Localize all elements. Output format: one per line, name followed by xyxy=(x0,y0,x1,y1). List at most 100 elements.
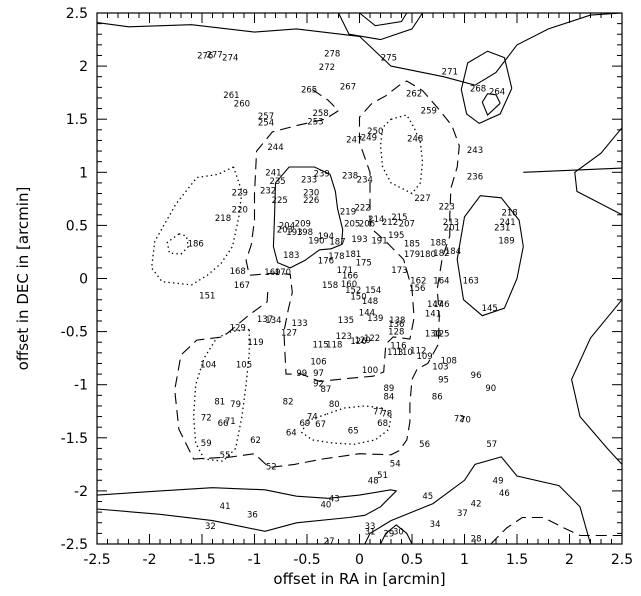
point-label: 180 xyxy=(420,250,436,260)
point-label: 193 xyxy=(286,228,302,238)
point-label: 99 xyxy=(296,369,307,379)
y-tick-label: 0.5 xyxy=(66,218,88,234)
point-label: 276 xyxy=(197,52,213,62)
point-label: 138 xyxy=(389,316,405,326)
x-tick-label: 0 xyxy=(355,552,364,568)
y-axis-title: offset in DEC in [arcmin] xyxy=(14,187,32,371)
point-label: 238 xyxy=(342,172,358,182)
x-tick-label: -1.5 xyxy=(188,552,215,568)
point-label: 225 xyxy=(272,196,288,206)
point-label: 257 xyxy=(258,112,274,122)
point-label: 185 xyxy=(404,240,420,250)
contour-solid-3 xyxy=(523,60,623,173)
point-label: 77 xyxy=(373,407,384,417)
contour-solid-5 xyxy=(481,93,501,116)
point-label: 37 xyxy=(457,509,468,519)
point-label: 27 xyxy=(324,537,335,547)
point-label: 106 xyxy=(310,357,326,367)
point-label: 55 xyxy=(220,451,231,461)
point-label: 28 xyxy=(471,535,482,545)
point-label: 126 xyxy=(350,337,366,347)
point-label: 116 xyxy=(390,341,406,351)
point-label: 90 xyxy=(485,384,496,394)
y-tick-label: -0.5 xyxy=(61,325,88,341)
point-label: 42 xyxy=(471,500,482,510)
point-label: 274 xyxy=(222,54,238,64)
point-label: 84 xyxy=(383,392,394,402)
point-label: 82 xyxy=(283,398,294,408)
point-label: 67 xyxy=(315,420,326,430)
y-tick-label: 1 xyxy=(79,165,88,181)
point-label: 51 xyxy=(377,471,388,481)
point-label: 191 xyxy=(371,236,387,246)
point-label: 109 xyxy=(416,352,432,362)
point-label: 133 xyxy=(291,319,307,329)
point-label: 268 xyxy=(470,84,486,94)
point-label: 118 xyxy=(326,340,342,350)
point-label: 137 xyxy=(257,315,273,325)
point-label: 167 xyxy=(234,281,250,291)
point-label: 265 xyxy=(301,86,317,96)
point-label: 215 xyxy=(391,213,407,223)
point-label: 71 xyxy=(225,417,236,427)
point-label: 128 xyxy=(388,328,404,338)
point-label: 66 xyxy=(218,419,229,429)
point-label: 218 xyxy=(215,214,231,224)
point-label: 220 xyxy=(232,206,248,216)
point-label: 115 xyxy=(312,340,328,350)
point-label: 148 xyxy=(362,297,378,307)
x-tick-label: 1.5 xyxy=(506,552,528,568)
point-label: 54 xyxy=(390,459,401,469)
contour-dotted-15 xyxy=(150,166,243,286)
x-tick-label: 2 xyxy=(565,552,574,568)
point-label: 241 xyxy=(265,168,281,178)
point-label: 232 xyxy=(260,186,276,196)
point-label: 87 xyxy=(320,385,331,395)
point-label: 163 xyxy=(463,277,479,287)
point-label: 32 xyxy=(205,522,216,532)
axis-tick-labels: -2.5 -2 -1.5 -1 -0.5 0 0.5 1 1.5 2 2.5 -2.5 -2 -1.5 -1… xyxy=(61,6,633,568)
point-label: 156 xyxy=(409,284,425,294)
point-label: 227 xyxy=(414,194,430,204)
point-label: 244 xyxy=(267,143,283,153)
point-label: 223 xyxy=(439,202,455,212)
point-label: 162 xyxy=(410,277,426,287)
point-label: 52 xyxy=(266,463,277,473)
point-label: 209 xyxy=(295,219,311,229)
point-label: 235 xyxy=(269,177,285,187)
point-label: 74 xyxy=(307,413,318,423)
point-label: 79 xyxy=(230,400,241,410)
point-label: 190 xyxy=(308,236,324,246)
contour-solid-7 xyxy=(456,195,524,317)
point-label: 30 xyxy=(393,527,404,537)
point-label: 193 xyxy=(351,235,367,245)
point-label: 105 xyxy=(236,361,252,371)
point-label: 178 xyxy=(328,252,344,262)
point-label: 43 xyxy=(329,494,340,504)
point-label: 108 xyxy=(441,356,457,366)
point-label: 164 xyxy=(433,277,449,287)
point-label: 205 xyxy=(344,219,360,229)
contour-layer xyxy=(96,12,623,545)
point-label: 166 xyxy=(342,271,358,281)
point-label: 181 xyxy=(345,250,361,260)
point-label: 112 xyxy=(410,347,426,357)
point-label: 213 xyxy=(443,218,459,228)
point-label: 241 xyxy=(499,218,515,228)
point-label: 272 xyxy=(319,63,335,73)
point-label: 139 xyxy=(367,314,383,324)
point-label: 86 xyxy=(432,392,443,402)
point-label: 150 xyxy=(350,293,366,303)
y-tick-label: 1.5 xyxy=(66,112,88,128)
point-label: 214 xyxy=(368,215,384,225)
point-label: 92 xyxy=(313,380,324,390)
point-label: 184 xyxy=(445,247,461,257)
point-label: 104 xyxy=(200,361,216,371)
point-label: 103 xyxy=(432,363,448,373)
point-label: 204 xyxy=(279,221,295,231)
point-label: 249 xyxy=(361,133,377,143)
point-label: 69 xyxy=(299,419,310,429)
point-label: 277 xyxy=(206,50,222,60)
point-label: 194 xyxy=(318,232,334,242)
